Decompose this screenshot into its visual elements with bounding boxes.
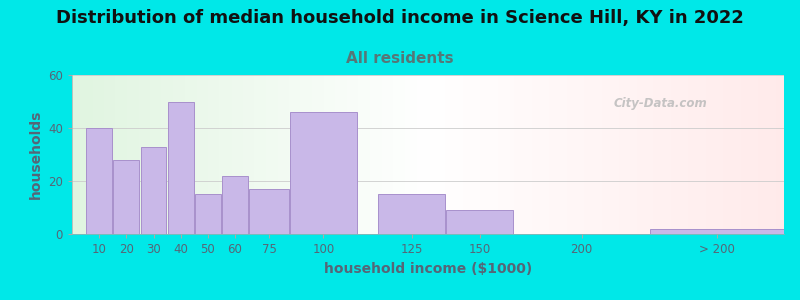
X-axis label: household income ($1000): household income ($1000) (324, 262, 532, 276)
Bar (114, 160, 139, 234)
Bar (168, 101, 194, 234)
Bar (650, 229, 785, 234)
Bar (250, 189, 289, 234)
Bar (378, 194, 445, 234)
Text: City-Data.com: City-Data.com (613, 97, 707, 110)
Bar (86, 128, 112, 234)
Text: All residents: All residents (346, 51, 454, 66)
Bar (446, 210, 513, 234)
Bar (195, 194, 221, 234)
Bar (290, 112, 357, 234)
Bar (222, 176, 248, 234)
Y-axis label: households: households (29, 110, 42, 199)
Bar (141, 147, 166, 234)
Text: Distribution of median household income in Science Hill, KY in 2022: Distribution of median household income … (56, 9, 744, 27)
